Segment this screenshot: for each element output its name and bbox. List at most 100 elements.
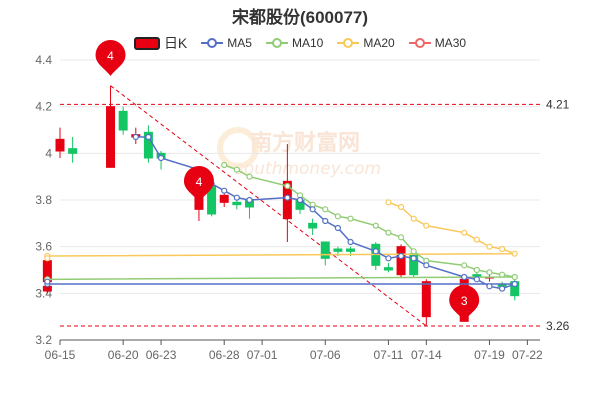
y-tick-label: 4.4 xyxy=(35,53,52,67)
legend-label-ma10: MA10 xyxy=(291,36,324,50)
legend-label-dayk: 日K xyxy=(163,35,188,51)
ma5-point xyxy=(410,255,417,262)
candle xyxy=(421,279,431,326)
ma10-point xyxy=(461,262,468,269)
legend-item-ma30[interactable]: MA30 xyxy=(408,33,467,53)
x-tick-label: 07-11 xyxy=(374,348,404,362)
ma5-point xyxy=(397,252,405,260)
ma20-point xyxy=(499,245,506,253)
ma5-point xyxy=(499,285,506,292)
legend-swatch-ma5 xyxy=(201,37,224,49)
candle-body xyxy=(118,110,128,131)
watermark-en: southmoney.com xyxy=(235,159,381,179)
watermark-cn: 南方财富网 xyxy=(250,130,360,156)
x-tick-label: 06-23 xyxy=(146,348,177,362)
marker-pin-label: 3 xyxy=(461,294,468,308)
ma5-point xyxy=(473,276,480,283)
y-tick-label: 4.2 xyxy=(35,100,52,114)
legend-item-dayk[interactable]: 日K xyxy=(133,33,188,53)
candle xyxy=(118,106,128,135)
marker-pin: 3 xyxy=(449,285,480,321)
chart-legend: 日K MA5 MA10 MA20 MA30 xyxy=(0,33,600,53)
x-tick-label: 07-01 xyxy=(247,348,278,362)
ma20-point xyxy=(397,203,405,211)
ma5-point xyxy=(221,187,228,194)
marker-pin: 4 xyxy=(183,166,214,202)
ma10-point xyxy=(284,182,291,190)
ma20-point xyxy=(410,215,417,222)
chart-title: 宋都股份(600077) xyxy=(231,8,369,27)
legend-item-ma5[interactable]: MA5 xyxy=(201,33,252,53)
y-tick-label: 4 xyxy=(45,146,52,160)
y-tick-label: 3.8 xyxy=(35,193,52,207)
x-tick-label: 07-19 xyxy=(474,348,505,362)
candle-body xyxy=(346,248,356,252)
ma5-point xyxy=(322,217,329,225)
ma5-point xyxy=(296,196,304,204)
candle-body xyxy=(333,248,343,252)
candle xyxy=(308,218,318,235)
y-tick-label: 3.6 xyxy=(35,240,52,254)
candle-body xyxy=(232,201,242,206)
ma5-point xyxy=(246,196,253,204)
candle xyxy=(371,242,381,270)
ma5-point xyxy=(132,133,139,141)
legend-label-ma30: MA30 xyxy=(434,36,467,50)
marker-pin-shape xyxy=(449,285,480,321)
ma10-point xyxy=(473,266,480,274)
legend-item-ma20[interactable]: MA20 xyxy=(337,33,395,53)
candle xyxy=(396,244,406,277)
ma20-point xyxy=(511,250,518,257)
legend-label-ma20: MA20 xyxy=(363,36,395,50)
ma5-point xyxy=(157,154,165,162)
legend-label-ma5: MA5 xyxy=(227,36,252,50)
watermark: 南方财富网 southmoney.com xyxy=(217,127,381,179)
candle xyxy=(383,263,393,273)
x-tick-label: 06-15 xyxy=(45,348,76,362)
candle-body xyxy=(143,131,153,159)
ma5-point xyxy=(461,273,468,281)
ma5-point xyxy=(486,283,493,290)
x-tick-label: 07-14 xyxy=(411,348,442,362)
x-tick-label: 06-20 xyxy=(108,348,139,362)
ma10-point xyxy=(334,213,341,220)
legend-swatch-ma10 xyxy=(265,37,288,49)
x-tick-label: 07-22 xyxy=(512,348,543,362)
ma20-line xyxy=(46,201,515,259)
candle-body xyxy=(106,106,116,168)
ma20-point xyxy=(44,255,51,262)
legend-swatch-ma30 xyxy=(408,37,431,49)
candle-body xyxy=(219,194,229,203)
candle xyxy=(68,137,78,163)
ma5-point xyxy=(347,238,354,246)
ma20-point xyxy=(385,199,392,206)
ma5-point xyxy=(284,194,291,201)
candle xyxy=(320,241,330,266)
ma5-point xyxy=(511,280,518,288)
ma5-point xyxy=(145,133,152,141)
x-tick-label: 06-28 xyxy=(209,348,240,362)
ma10-point xyxy=(322,206,329,213)
ma10-point xyxy=(486,269,493,276)
candle-body xyxy=(383,267,393,271)
ma10-point xyxy=(385,229,392,236)
legend-item-ma10[interactable]: MA10 xyxy=(265,33,324,53)
marker-pin-shape xyxy=(183,166,214,202)
ma20-point xyxy=(423,222,430,229)
candle-body xyxy=(55,138,65,152)
ma10-point xyxy=(397,234,405,241)
candle-body xyxy=(320,241,330,259)
ma10-point xyxy=(221,161,228,169)
ma20-point xyxy=(486,243,493,250)
ma5-point xyxy=(44,278,51,285)
ma10-point xyxy=(233,166,240,173)
candle xyxy=(143,125,153,163)
candle xyxy=(219,193,229,207)
ma5-point xyxy=(385,255,392,262)
legend-swatch-ma20 xyxy=(337,37,360,49)
ma5-point xyxy=(372,248,379,255)
candle-body xyxy=(396,246,406,276)
markline-label: 4.21 xyxy=(546,97,570,111)
ma20-point xyxy=(473,236,480,243)
